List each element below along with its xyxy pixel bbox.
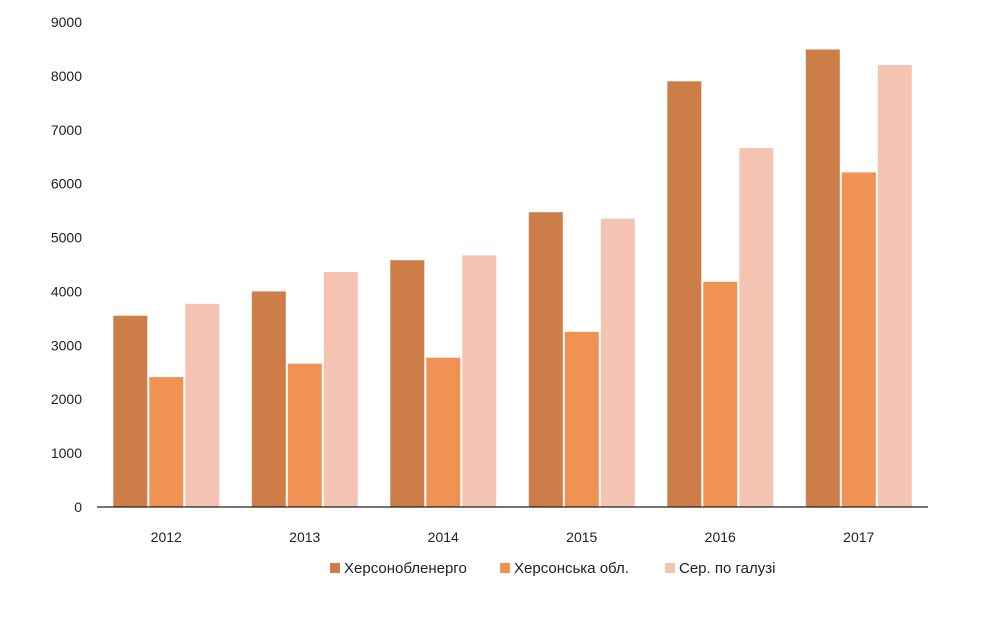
bar-2015-series-1 bbox=[528, 212, 563, 507]
y-tick-label: 2000 bbox=[51, 391, 82, 407]
legend-label: Сер. по галузі bbox=[679, 560, 775, 577]
bar-2013-series-1 bbox=[251, 291, 286, 507]
legend-label: Херсонобленерго bbox=[344, 560, 467, 577]
bar-2012-series-2 bbox=[149, 377, 184, 507]
y-tick-label: 1000 bbox=[51, 445, 82, 461]
legend-swatch bbox=[330, 563, 340, 573]
x-tick-label: 2017 bbox=[843, 529, 874, 545]
legend: Херсонобленерго Херсонська обл. Сер. по га… bbox=[330, 560, 775, 577]
bar-2017-series-2 bbox=[841, 172, 876, 507]
bar-2015-series-2 bbox=[564, 331, 599, 507]
bar-2014-series-1 bbox=[390, 260, 425, 507]
x-tick-label: 2014 bbox=[428, 529, 459, 545]
y-axis-ticks: 0 1000 2000 3000 4000 5000 6000 7000 8000 9000 bbox=[51, 14, 82, 515]
bar-2013-series-3 bbox=[323, 272, 358, 507]
y-tick-label: 3000 bbox=[51, 337, 82, 353]
y-tick-label: 5000 bbox=[51, 230, 82, 246]
y-tick-label: 4000 bbox=[51, 283, 82, 299]
bars bbox=[113, 49, 912, 508]
x-tick-label: 2012 bbox=[151, 529, 182, 545]
legend-swatch bbox=[500, 563, 510, 573]
bar-2016-series-3 bbox=[739, 148, 774, 507]
bar-2012-series-1 bbox=[113, 315, 148, 507]
bar-2014-series-3 bbox=[462, 255, 497, 507]
bar-2015-series-3 bbox=[600, 218, 635, 507]
y-tick-label: 7000 bbox=[51, 122, 82, 138]
legend-label: Херсонська обл. bbox=[514, 560, 629, 577]
bar-2017-series-3 bbox=[877, 65, 912, 507]
x-tick-label: 2016 bbox=[705, 529, 736, 545]
bar-2012-series-3 bbox=[185, 303, 220, 507]
bar-2013-series-2 bbox=[287, 363, 322, 507]
y-tick-label: 9000 bbox=[51, 14, 82, 30]
y-tick-label: 8000 bbox=[51, 68, 82, 84]
x-tick-label: 2015 bbox=[566, 529, 597, 545]
x-tick-label: 2013 bbox=[289, 529, 320, 545]
x-axis-ticks: 2012 2013 2014 2015 2016 2017 bbox=[151, 529, 875, 545]
legend-swatch bbox=[665, 563, 675, 573]
y-tick-label: 6000 bbox=[51, 176, 82, 192]
bar-2014-series-2 bbox=[426, 357, 461, 507]
bar-2016-series-2 bbox=[703, 281, 738, 507]
bar-2016-series-1 bbox=[667, 81, 702, 508]
bar-2017-series-1 bbox=[805, 49, 840, 507]
y-tick-label: 0 bbox=[74, 499, 82, 515]
